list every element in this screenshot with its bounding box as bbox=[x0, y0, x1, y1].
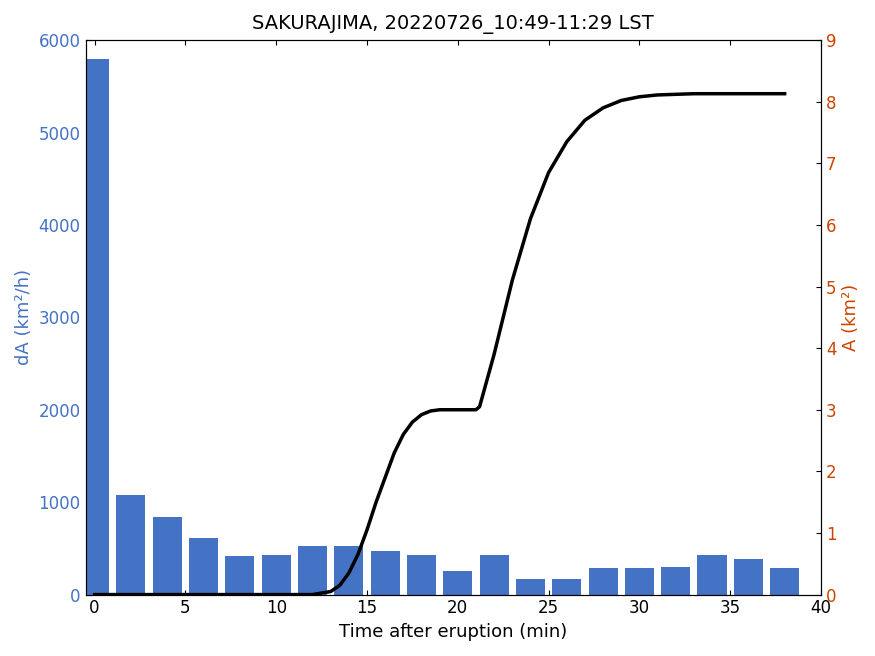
Bar bbox=[334, 546, 363, 594]
Bar bbox=[226, 556, 255, 594]
Bar bbox=[625, 568, 654, 594]
Bar bbox=[80, 58, 109, 594]
Bar bbox=[407, 555, 436, 594]
Bar bbox=[770, 568, 799, 594]
Bar bbox=[189, 538, 218, 594]
X-axis label: Time after eruption (min): Time after eruption (min) bbox=[340, 623, 567, 641]
Bar bbox=[662, 567, 690, 594]
Bar bbox=[552, 579, 581, 594]
Bar bbox=[480, 555, 508, 594]
Bar bbox=[516, 579, 545, 594]
Bar bbox=[589, 568, 618, 594]
Bar bbox=[153, 517, 182, 594]
Bar bbox=[116, 495, 145, 594]
Bar bbox=[697, 555, 726, 594]
Bar bbox=[262, 555, 290, 594]
Bar bbox=[734, 558, 763, 594]
Bar bbox=[371, 551, 400, 594]
Title: SAKURAJIMA, 20220726_10:49-11:29 LST: SAKURAJIMA, 20220726_10:49-11:29 LST bbox=[252, 15, 654, 34]
Bar bbox=[298, 546, 327, 594]
Bar bbox=[444, 571, 472, 594]
Y-axis label: A (km²): A (km²) bbox=[842, 284, 860, 351]
Y-axis label: dA (km²/h): dA (km²/h) bbox=[15, 269, 33, 365]
